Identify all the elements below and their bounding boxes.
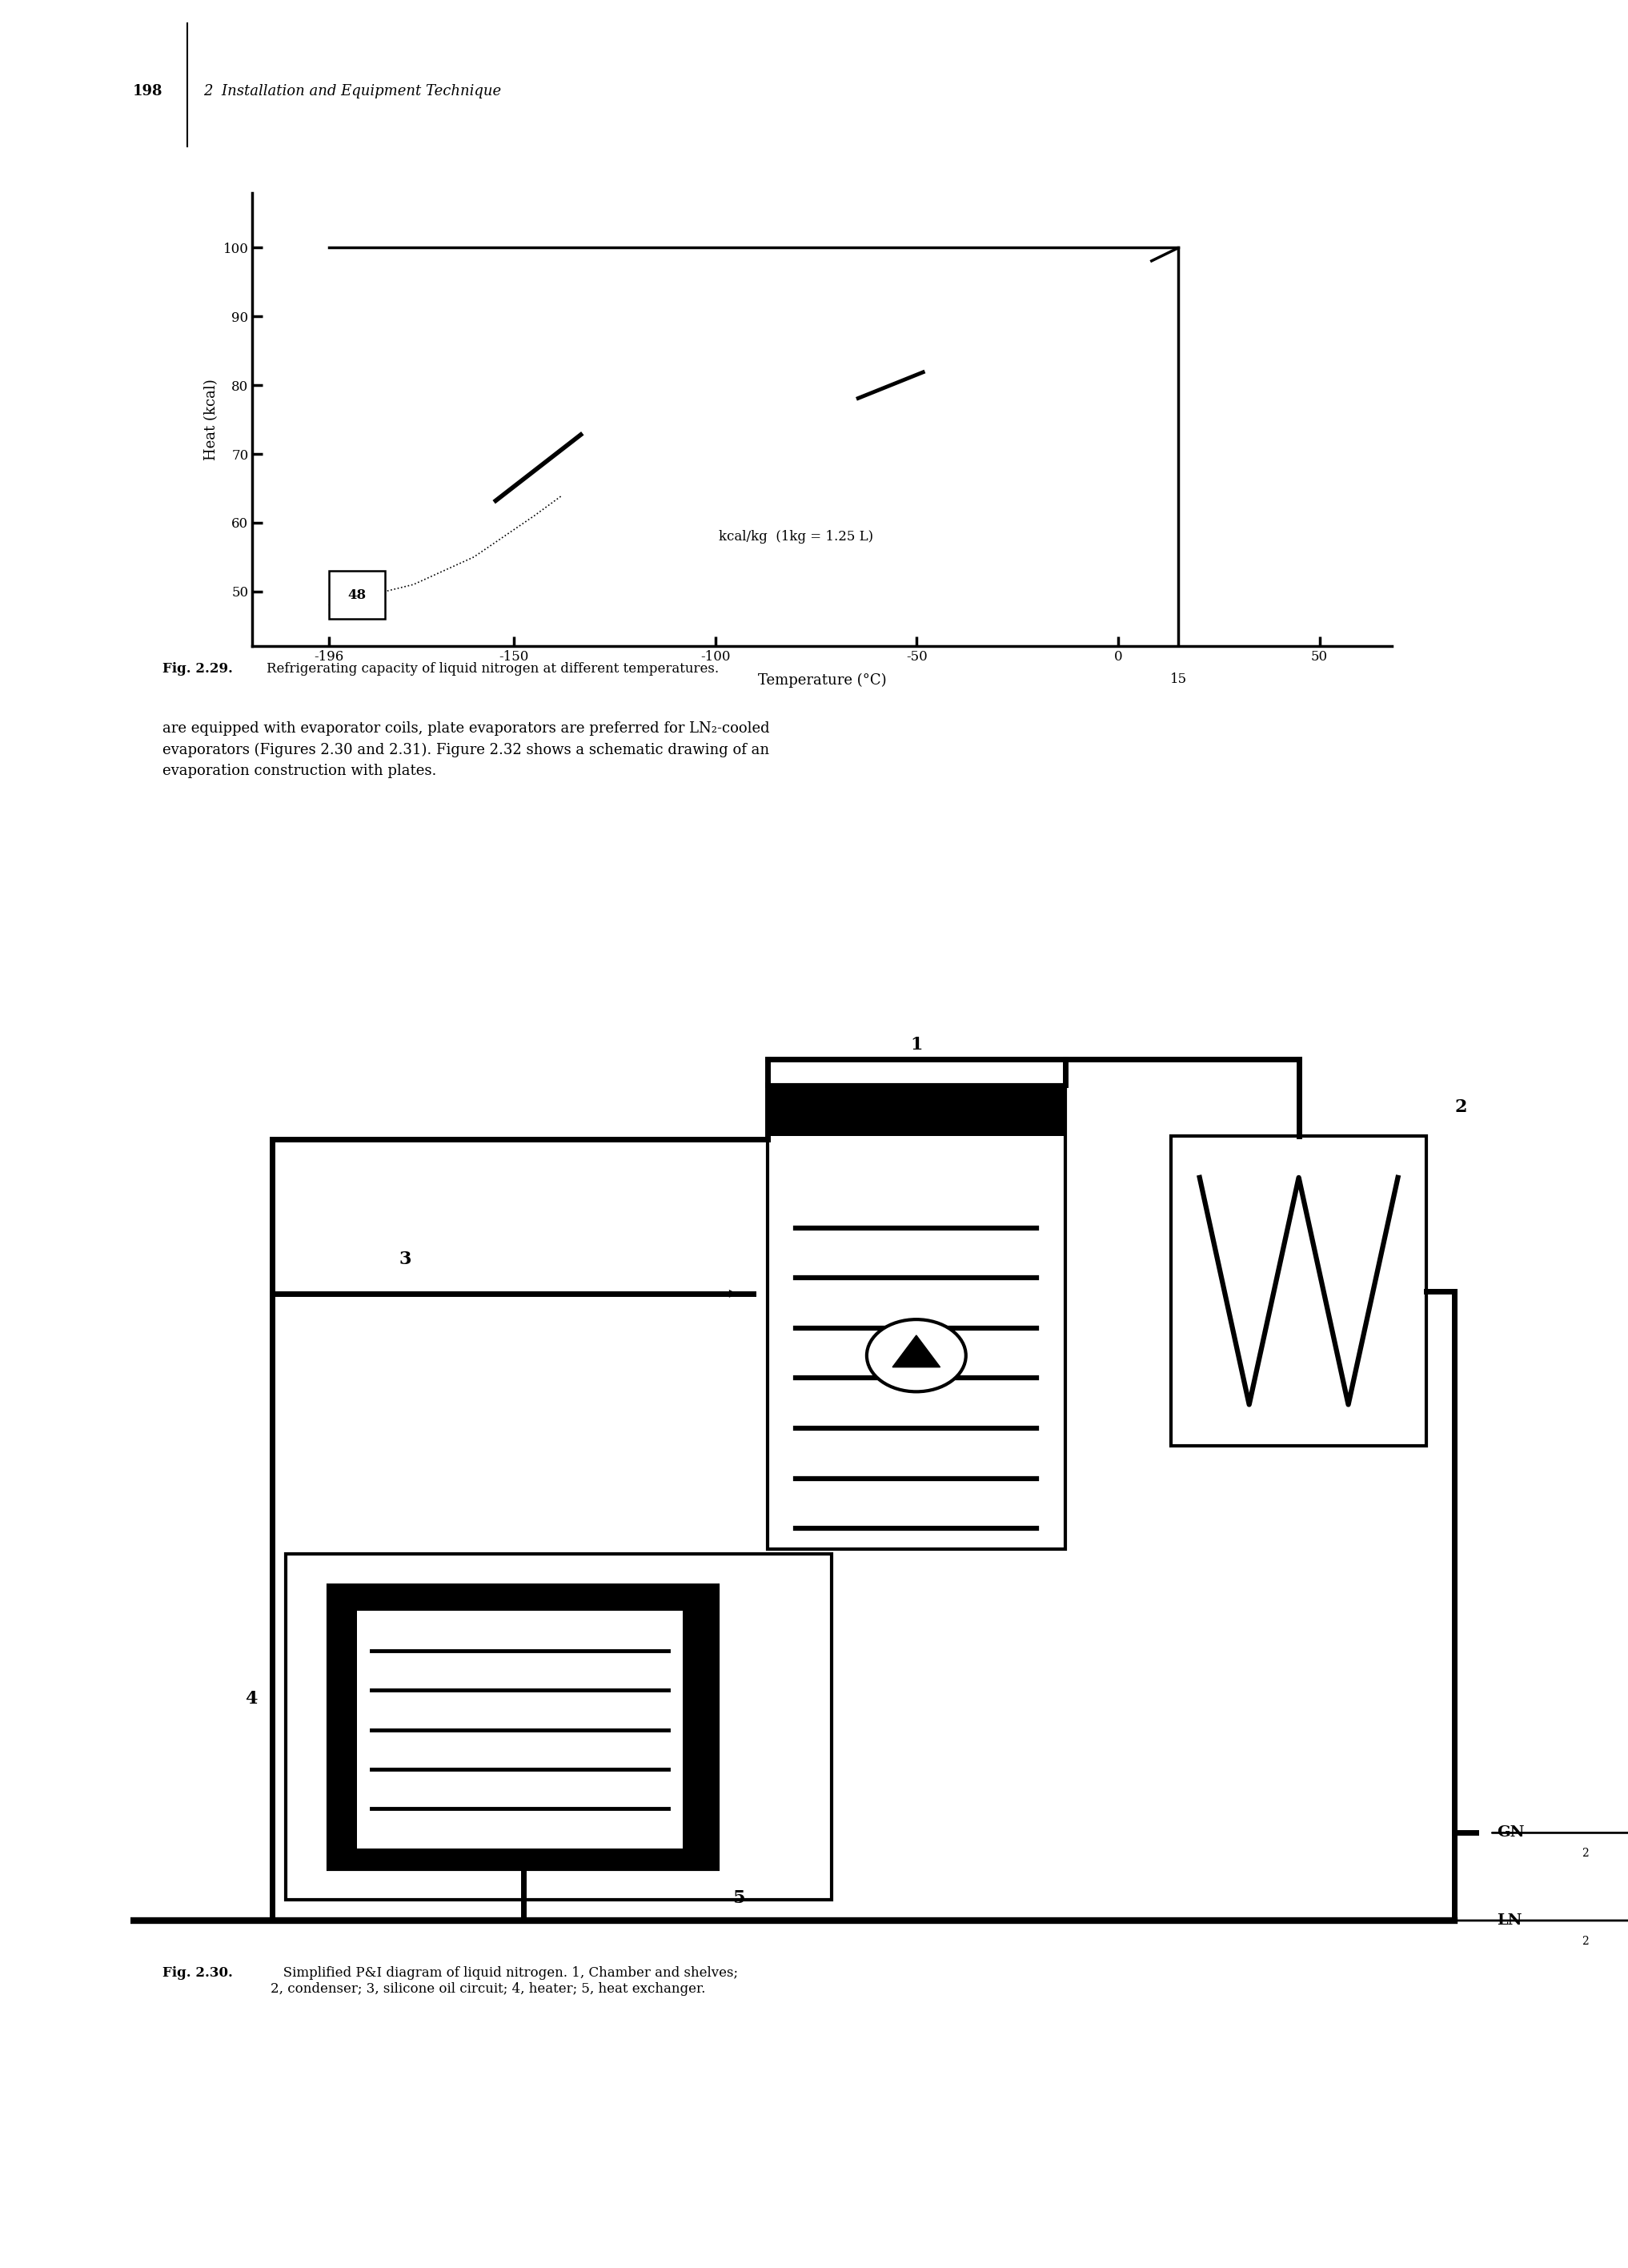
Bar bbox=[329, 1585, 718, 1869]
Text: 2: 2 bbox=[1582, 1848, 1589, 1860]
Text: GN: GN bbox=[1498, 1826, 1525, 1839]
Text: LN: LN bbox=[1498, 1914, 1522, 1928]
Text: Refrigerating capacity of liquid nitrogen at different temperatures.: Refrigerating capacity of liquid nitroge… bbox=[267, 662, 720, 676]
Circle shape bbox=[866, 1320, 965, 1393]
Bar bbox=[1171, 1136, 1426, 1447]
Y-axis label: Heat (kcal): Heat (kcal) bbox=[204, 379, 218, 460]
Bar bbox=[768, 1084, 1065, 1136]
Bar bbox=[768, 1084, 1065, 1549]
Text: Fig. 2.29.: Fig. 2.29. bbox=[163, 662, 233, 676]
Text: 2: 2 bbox=[1582, 1935, 1589, 1946]
Text: 4: 4 bbox=[246, 1690, 257, 1708]
Text: Fig. 2.30.: Fig. 2.30. bbox=[163, 1966, 233, 1980]
Text: 48: 48 bbox=[348, 587, 366, 601]
Bar bbox=[287, 1554, 832, 1901]
Text: 15: 15 bbox=[1171, 674, 1187, 687]
Text: 5: 5 bbox=[733, 1889, 744, 1907]
FancyBboxPatch shape bbox=[329, 572, 386, 619]
Text: 2  Installation and Equipment Technique: 2 Installation and Equipment Technique bbox=[204, 84, 501, 98]
Text: are equipped with evaporator coils, plate evaporators are preferred for LN₂-cool: are equipped with evaporator coils, plat… bbox=[163, 721, 770, 778]
Text: kcal/kg  (1kg = 1.25 L): kcal/kg (1kg = 1.25 L) bbox=[718, 531, 873, 544]
Text: Simplified P&I diagram of liquid nitrogen. 1, Chamber and shelves;
2, condenser;: Simplified P&I diagram of liquid nitroge… bbox=[270, 1966, 737, 1996]
Bar bbox=[357, 1610, 682, 1848]
Polygon shape bbox=[892, 1336, 939, 1368]
Text: 198: 198 bbox=[133, 84, 163, 98]
Text: 3: 3 bbox=[399, 1250, 412, 1268]
X-axis label: Temperature (°C): Temperature (°C) bbox=[759, 674, 886, 687]
Text: 1: 1 bbox=[910, 1036, 923, 1055]
Text: 2: 2 bbox=[1454, 1098, 1467, 1116]
